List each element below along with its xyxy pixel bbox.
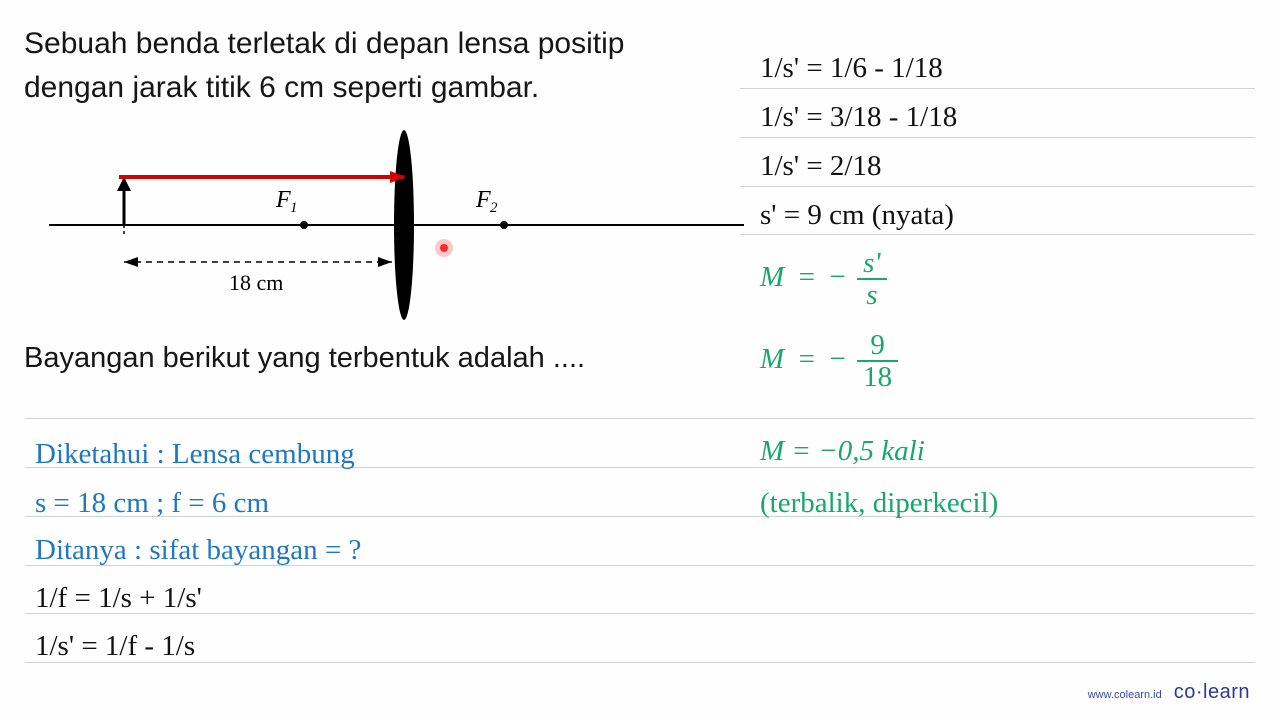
work-line: Ditanya : sifat bayangan = ? (35, 534, 361, 567)
mag2-num: 9 (857, 330, 898, 362)
footer: www.colearn.id co·learn (1088, 681, 1250, 704)
work-line: 1/s' = 2/18 (760, 150, 881, 183)
brand-b: learn (1203, 681, 1250, 703)
brand-a: co (1174, 681, 1196, 703)
problem-statement: Sebuah benda terletak di depan lensa pos… (24, 22, 724, 109)
notebook-rule (740, 234, 1255, 235)
work-line: s = 18 cm ; f = 6 cm (35, 487, 269, 520)
conclusion-text: (terbalik, diperkecil) (760, 487, 998, 519)
work-line: 1/s' = 1/f - 1/s (35, 630, 195, 663)
svg-text:2: 2 (490, 200, 498, 216)
lens-diagram: F1F218 cm (24, 120, 744, 330)
mag-eq: = (799, 261, 815, 293)
question-text: Bayangan berikut yang terbentuk adalah .… (24, 342, 585, 375)
mag-num: s' (857, 248, 887, 280)
svg-text:F: F (475, 187, 491, 213)
mag2-eq: = (799, 343, 815, 375)
svg-text:1: 1 (290, 200, 298, 216)
brand-logo: co·learn (1174, 681, 1250, 704)
notebook-rule (25, 662, 1255, 663)
notebook-rule (740, 186, 1255, 187)
work-line: Diketahui : Lensa cembung (35, 438, 355, 471)
lens-diagram-svg: F1F218 cm (24, 120, 744, 330)
mag-lhs: M (760, 261, 784, 293)
mag2-lhs: M (760, 343, 784, 375)
mag-den: s (857, 280, 887, 310)
problem-line-2: dengan jarak titik 6 cm seperti gambar. (24, 71, 539, 104)
mag-minus: − (830, 261, 846, 293)
problem-line-1: Sebuah benda terletak di depan lensa pos… (24, 27, 624, 60)
magnification-result: M = −0,5 kali (760, 435, 925, 468)
svg-text:F: F (275, 187, 291, 213)
conclusion: (terbalik, diperkecil) (760, 487, 998, 520)
mag3-text: M = −0,5 kali (760, 435, 925, 467)
mag2-minus: − (830, 343, 846, 375)
notebook-rule (25, 418, 1255, 419)
magnification-formula: M = − s's (760, 248, 891, 311)
notebook-rule (740, 88, 1255, 89)
magnification-value: M = − 918 (760, 330, 902, 393)
mag2-den: 18 (857, 362, 898, 392)
work-line: 1/f = 1/s + 1/s' (35, 582, 202, 615)
svg-text:18 cm: 18 cm (229, 270, 283, 295)
brand-dot-icon: · (1196, 681, 1203, 703)
footer-url: www.colearn.id (1088, 689, 1162, 701)
notebook-rule (740, 137, 1255, 138)
work-line: 1/s' = 1/6 - 1/18 (760, 52, 943, 85)
notebook-rule (25, 613, 1255, 614)
work-line: s' = 9 cm (nyata) (760, 199, 954, 232)
work-line: 1/s' = 3/18 - 1/18 (760, 101, 957, 134)
page: Sebuah benda terletak di depan lensa pos… (0, 0, 1280, 720)
